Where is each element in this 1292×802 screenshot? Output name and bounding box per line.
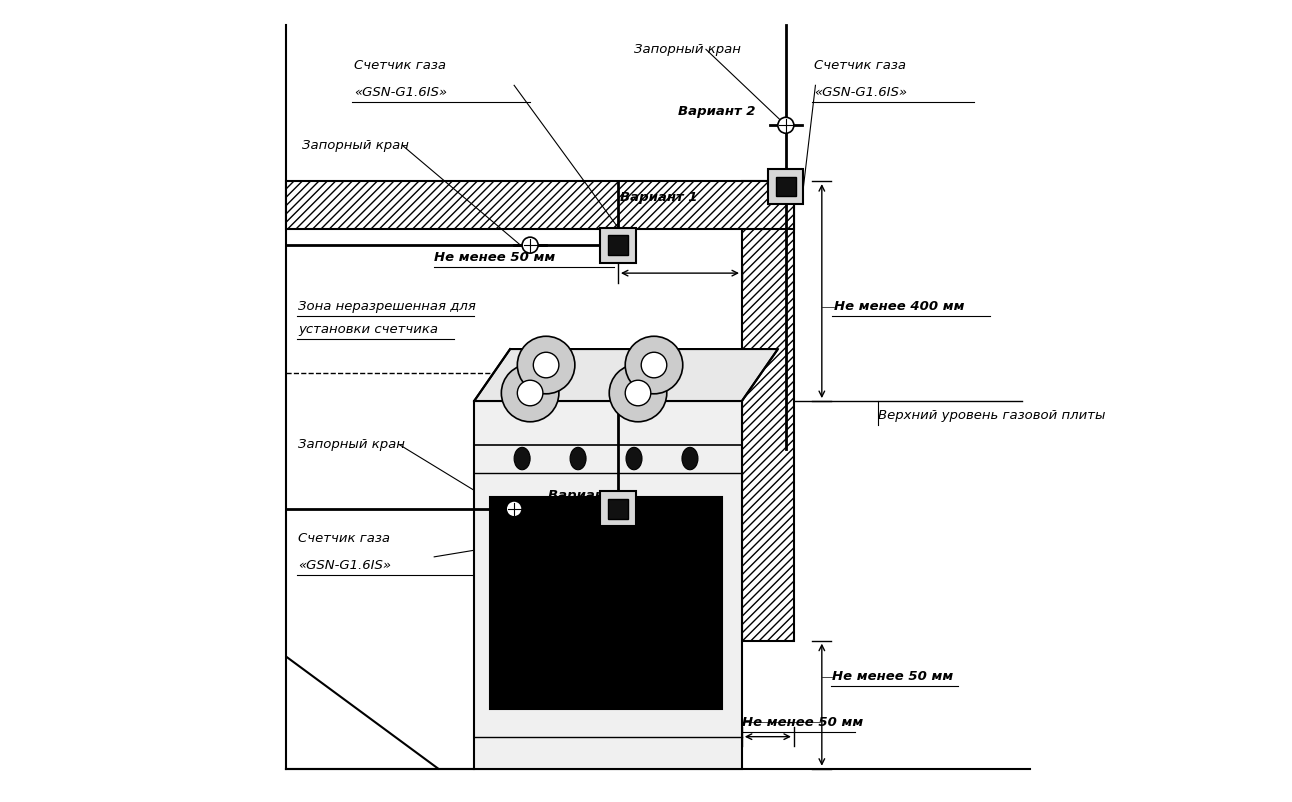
Circle shape (778, 117, 793, 133)
Text: «GSN-G1.6IS»: «GSN-G1.6IS» (354, 86, 447, 99)
Text: «GSN-G1.6IS»: «GSN-G1.6IS» (298, 559, 391, 572)
Text: Счетчик газа: Счетчик газа (354, 59, 446, 72)
Bar (742, 181, 793, 641)
Circle shape (610, 364, 667, 422)
Text: Не менее 50 мм: Не менее 50 мм (832, 670, 953, 683)
Text: Не менее 50 мм: Не менее 50 мм (434, 251, 556, 264)
Text: Не менее 400 мм: Не менее 400 мм (833, 300, 964, 314)
Text: Не менее 50 мм: Не менее 50 мм (742, 716, 863, 729)
Bar (287, 181, 793, 229)
Circle shape (501, 364, 559, 422)
Polygon shape (776, 177, 796, 196)
Polygon shape (601, 228, 636, 263)
Circle shape (641, 352, 667, 378)
Text: Зона неразрешенная для: Зона неразрешенная для (298, 300, 477, 314)
Polygon shape (769, 169, 804, 205)
Text: «GSN-G1.6IS»: «GSN-G1.6IS» (814, 86, 907, 99)
Text: установки счетчика: установки счетчика (298, 322, 438, 335)
Circle shape (517, 336, 575, 394)
Polygon shape (601, 492, 636, 526)
Text: Верхний уровень газовой плиты: Верхний уровень газовой плиты (877, 409, 1105, 422)
Circle shape (522, 237, 537, 253)
Circle shape (506, 501, 522, 516)
Text: Счетчик газа: Счетчик газа (814, 59, 906, 72)
Circle shape (625, 380, 651, 406)
Text: Запорный кран: Запорный кран (634, 43, 740, 56)
Text: Вариант 1: Вариант 1 (620, 191, 698, 204)
Polygon shape (609, 236, 628, 255)
Polygon shape (474, 349, 778, 401)
Ellipse shape (514, 448, 530, 470)
Text: Запорный кран: Запорный кран (298, 439, 406, 452)
Bar (474, 401, 742, 768)
Ellipse shape (627, 448, 642, 470)
Circle shape (625, 336, 682, 394)
Text: Вариант 3: Вариант 3 (549, 488, 627, 502)
Ellipse shape (570, 448, 587, 470)
Text: Счетчик газа: Счетчик газа (298, 532, 390, 545)
Text: Вариант 2: Вариант 2 (678, 105, 756, 118)
Polygon shape (609, 499, 628, 519)
Ellipse shape (682, 448, 698, 470)
Text: Запорный кран: Запорный кран (302, 139, 410, 152)
Bar (490, 497, 722, 709)
Circle shape (517, 380, 543, 406)
Circle shape (534, 352, 559, 378)
